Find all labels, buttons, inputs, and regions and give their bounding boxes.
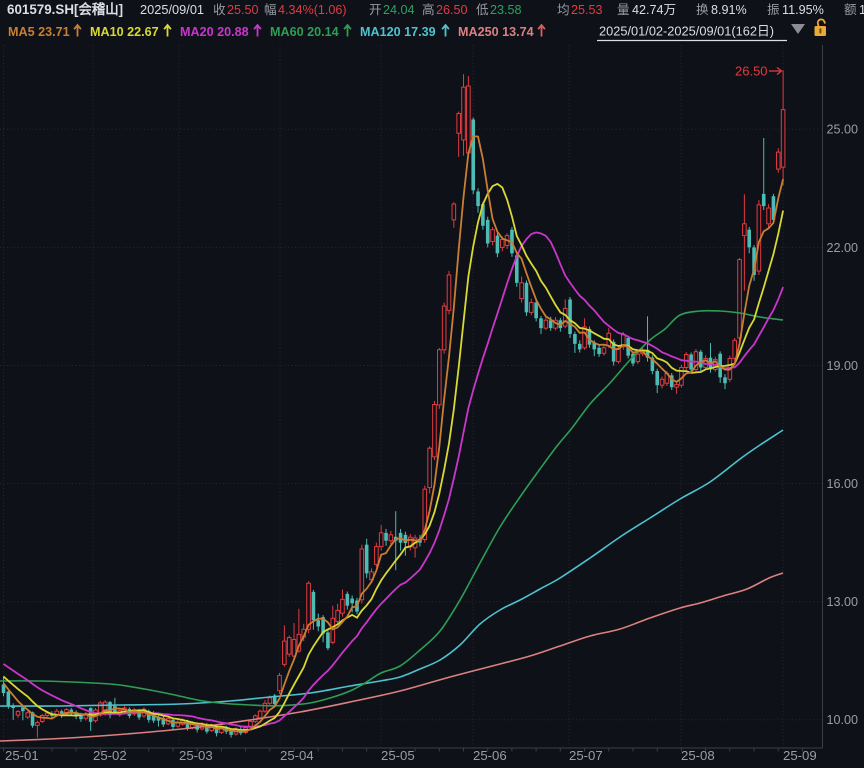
svg-text:额: 额 bbox=[844, 3, 857, 17]
svg-text:10.77亿: 10.77亿 bbox=[859, 3, 864, 17]
svg-text:MA5 23.71: MA5 23.71 bbox=[8, 25, 70, 39]
svg-text:MA60 20.14: MA60 20.14 bbox=[270, 25, 339, 39]
svg-text:16.00: 16.00 bbox=[827, 477, 859, 491]
svg-text:10.00: 10.00 bbox=[827, 713, 859, 727]
svg-text:开: 开 bbox=[369, 3, 382, 17]
svg-text:高: 高 bbox=[422, 2, 435, 17]
svg-text:幅: 幅 bbox=[264, 3, 277, 17]
svg-text:19.00: 19.00 bbox=[827, 359, 859, 373]
svg-text:24.04: 24.04 bbox=[383, 3, 415, 17]
svg-text:22.00: 22.00 bbox=[827, 241, 859, 255]
svg-text:25-06: 25-06 bbox=[473, 748, 507, 763]
svg-text:换: 换 bbox=[696, 3, 709, 17]
svg-text:11.95%: 11.95% bbox=[782, 3, 824, 17]
svg-text:MA10 22.67: MA10 22.67 bbox=[90, 25, 159, 39]
svg-text:2025/09/01: 2025/09/01 bbox=[140, 2, 204, 17]
svg-text:25-03: 25-03 bbox=[179, 748, 213, 763]
svg-text:25-04: 25-04 bbox=[280, 748, 314, 763]
svg-text:25-08: 25-08 bbox=[681, 748, 715, 763]
svg-text:振: 振 bbox=[767, 3, 780, 17]
svg-text:13.00: 13.00 bbox=[827, 595, 859, 609]
svg-text:25-01: 25-01 bbox=[5, 748, 39, 763]
svg-text:25-02: 25-02 bbox=[93, 748, 127, 763]
svg-text:MA250 13.74: MA250 13.74 bbox=[458, 25, 534, 39]
svg-text:25.53: 25.53 bbox=[571, 3, 603, 17]
svg-text:42.74万: 42.74万 bbox=[632, 3, 676, 17]
svg-text:MA20 20.88: MA20 20.88 bbox=[180, 25, 249, 39]
svg-text:26.50: 26.50 bbox=[735, 64, 768, 79]
svg-text:8.91%: 8.91% bbox=[711, 3, 747, 17]
svg-text:收: 收 bbox=[213, 3, 226, 17]
svg-text:601579.SH[会稽山]: 601579.SH[会稽山] bbox=[7, 1, 123, 17]
svg-text:25.00: 25.00 bbox=[827, 123, 859, 137]
svg-text:25-09: 25-09 bbox=[783, 748, 817, 763]
svg-text:低: 低 bbox=[476, 3, 489, 17]
svg-text:25.50: 25.50 bbox=[227, 3, 259, 17]
svg-text:26.50: 26.50 bbox=[436, 3, 468, 17]
svg-text:均: 均 bbox=[557, 3, 570, 17]
svg-text:25-05: 25-05 bbox=[381, 748, 415, 763]
svg-text:23.58: 23.58 bbox=[490, 3, 522, 17]
svg-text:25-07: 25-07 bbox=[569, 748, 603, 763]
svg-text:2025/01/02-2025/09/01(162日): 2025/01/02-2025/09/01(162日) bbox=[599, 24, 774, 39]
svg-text:MA120 17.39: MA120 17.39 bbox=[360, 25, 436, 39]
svg-text:量: 量 bbox=[617, 3, 630, 17]
svg-text:4.34%(1.06): 4.34%(1.06) bbox=[278, 3, 347, 17]
